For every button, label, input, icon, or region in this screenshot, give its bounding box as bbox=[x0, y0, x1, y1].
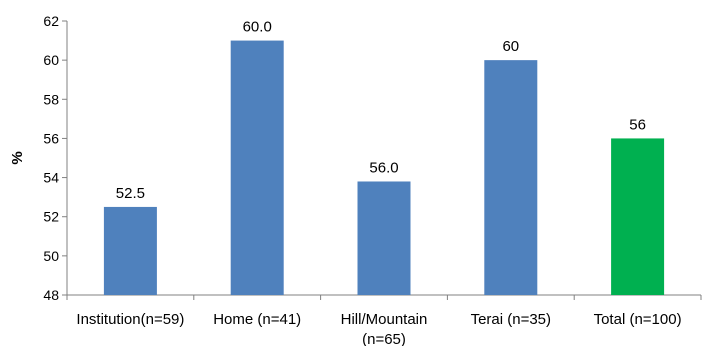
bar bbox=[611, 138, 665, 295]
category-label: Institution(n=59) bbox=[76, 311, 184, 328]
data-label: 56.0 bbox=[369, 159, 398, 176]
data-label: 56 bbox=[629, 116, 646, 133]
data-label: 52.5 bbox=[116, 185, 145, 202]
bar bbox=[484, 60, 538, 296]
y-tick-label: 58 bbox=[43, 91, 59, 107]
data-label: 60 bbox=[502, 38, 519, 55]
y-tick-label: 54 bbox=[43, 170, 59, 186]
category-label: Hill/Mountain (n=65) bbox=[341, 311, 428, 346]
y-tick-label: 60 bbox=[43, 52, 59, 68]
y-tick-label: 50 bbox=[43, 248, 59, 264]
y-tick-label: 62 bbox=[43, 13, 59, 29]
bar bbox=[103, 206, 157, 295]
category-label: Terai (n=35) bbox=[471, 311, 551, 328]
labels: 48 50 52 54 56 58 60 62 52.5 Institution(n=59) 60.… bbox=[43, 13, 681, 346]
data-label: 60.0 bbox=[243, 19, 272, 36]
bar bbox=[230, 40, 284, 296]
bars bbox=[103, 40, 665, 296]
category-label: Total (n=100) bbox=[594, 311, 682, 328]
category-label: Home (n=41) bbox=[213, 311, 301, 328]
y-tick-label: 56 bbox=[43, 130, 59, 146]
y-tick-label: 48 bbox=[43, 287, 59, 303]
bar bbox=[357, 181, 411, 295]
y-tick-label: 52 bbox=[43, 209, 59, 225]
y-axis-title: % bbox=[9, 151, 26, 164]
